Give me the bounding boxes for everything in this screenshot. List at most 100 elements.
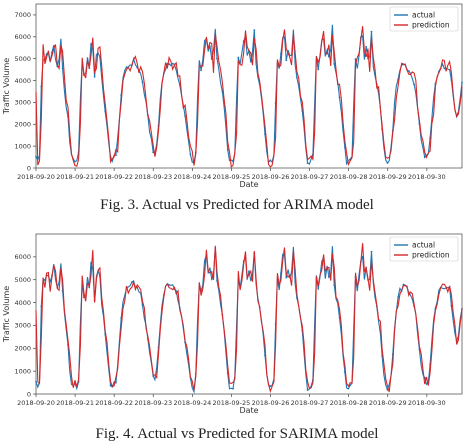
actual-point: [461, 81, 463, 84]
actual-point: [370, 250, 373, 253]
x-tick-label: 2018-09-25: [213, 173, 251, 181]
y-axis-label: Traffic Volume: [2, 58, 11, 115]
actual-point: [232, 387, 234, 390]
actual-point: [413, 83, 415, 86]
actual-point: [152, 151, 155, 154]
y-axis-label: Traffic Volume: [2, 286, 11, 343]
x-tick-label: 2018-09-26: [252, 399, 290, 407]
actual-point: [386, 162, 389, 164]
figure-3-caption: Fig. 3. Actual vs Predicted for ARIMA mo…: [100, 197, 374, 213]
x-tick-label: 2018-09-22: [95, 399, 133, 407]
actual-point: [269, 159, 272, 162]
x-tick-label: 2018-09-27: [291, 399, 329, 407]
actual-point: [168, 63, 171, 65]
actual-point: [285, 59, 288, 62]
actual-point: [61, 67, 64, 70]
y-tick-label: 5000: [14, 276, 31, 284]
y-tick-label: 5000: [14, 55, 31, 63]
actual-point: [200, 69, 202, 72]
actual-point: [168, 284, 171, 286]
x-tick-label: 2018-09-26: [252, 173, 290, 181]
actual-point: [184, 115, 187, 118]
y-tick-label: 0: [27, 390, 31, 398]
x-tick-label: 2018-09-28: [330, 173, 368, 181]
y-tick-label: 6000: [14, 33, 31, 41]
prediction-series-line: [35, 26, 463, 169]
x-tick-label: 2018-09-23: [134, 173, 172, 181]
x-tick-label: 2018-09-23: [134, 399, 172, 407]
x-tick-label: 2018-09-21: [56, 173, 94, 181]
figure-4-caption: Fig. 4. Actual vs Predicted for SARIMA m…: [95, 426, 379, 442]
y-tick-label: 2000: [14, 121, 31, 129]
actual-point: [423, 156, 426, 159]
actual-point: [317, 287, 320, 290]
actual-point: [141, 81, 144, 83]
actual-point: [402, 283, 405, 286]
actual-point: [338, 96, 341, 99]
sarima-chart: 0 1000 2000 3000 4000 5000 6000 2018-09-20 2018-…: [0, 228, 474, 414]
y-tick-label: 4000: [14, 299, 31, 307]
actual-point: [114, 154, 117, 157]
x-axis-label: Date: [239, 180, 258, 189]
actual-point: [189, 153, 192, 156]
actual-point: [333, 63, 336, 65]
x-tick-label: 2018-09-22: [95, 173, 133, 181]
x-tick-label: 2018-09-29: [369, 173, 407, 181]
actual-point: [253, 29, 256, 32]
y-tick-label: 1000: [14, 367, 31, 375]
actual-point: [152, 375, 155, 377]
actual-point: [93, 76, 96, 78]
actual-point: [237, 56, 240, 59]
actual-point: [226, 148, 229, 151]
x-tick-label: 2018-09-30: [408, 399, 446, 407]
actual-point: [130, 281, 133, 284]
actual-point: [114, 381, 117, 384]
actual-point: [35, 380, 37, 383]
x-tick-label: 2018-09-20: [17, 399, 55, 407]
actual-point: [365, 45, 368, 48]
x-tick-label: 2018-09-28: [330, 399, 368, 407]
legend-label-prediction: prediction: [412, 251, 450, 260]
actual-point: [407, 70, 410, 72]
y-tick-label: 0: [27, 164, 31, 172]
y-tick-label: 7000: [14, 11, 31, 19]
y-tick-label: 1000: [14, 142, 31, 150]
actual-point: [327, 276, 330, 278]
y-tick-label: 2000: [14, 345, 31, 353]
actual-point: [354, 58, 357, 60]
legend-label-actual: actual: [412, 241, 435, 250]
x-tick-label: 2018-09-25: [213, 399, 251, 407]
y-tick-label: 3000: [14, 322, 31, 330]
actual-point: [333, 284, 336, 286]
x-tick-label: 2018-09-27: [291, 173, 329, 181]
x-tick-label: 2018-09-20: [17, 173, 55, 181]
actual-point: [370, 30, 373, 33]
actual-point: [397, 296, 399, 298]
arima-chart: 0 1000 2000 3000 4000 5000 6000 7000 2018-09-20 2…: [0, 0, 474, 190]
x-tick-label: 2018-09-30: [408, 173, 446, 181]
actual-point: [306, 162, 309, 165]
actual-point: [216, 57, 218, 60]
actual-point: [248, 270, 250, 273]
legend-label-actual: actual: [412, 11, 435, 20]
y-tick-label: 4000: [14, 77, 31, 85]
x-axis-label: Date: [239, 406, 258, 414]
actual-point: [109, 384, 112, 387]
actual-point: [306, 389, 309, 391]
actual-point: [125, 66, 128, 69]
actual-point: [210, 278, 213, 280]
actual-point: [285, 276, 288, 279]
x-tick-label: 2018-09-24: [173, 399, 211, 407]
actual-point: [296, 76, 298, 79]
prediction-series-line: [35, 243, 463, 394]
legend-label-prediction: prediction: [412, 21, 450, 30]
x-tick-label: 2018-09-29: [369, 399, 407, 407]
x-tick-label: 2018-09-24: [173, 173, 211, 181]
y-tick-label: 3000: [14, 99, 31, 107]
actual-point: [269, 385, 272, 388]
sarima-chart-svg: 0 1000 2000 3000 4000 5000 6000 2018-09-20 2018-…: [2, 233, 463, 414]
actual-point: [35, 155, 37, 158]
actual-point: [450, 304, 453, 307]
y-tick-label: 6000: [14, 253, 31, 261]
